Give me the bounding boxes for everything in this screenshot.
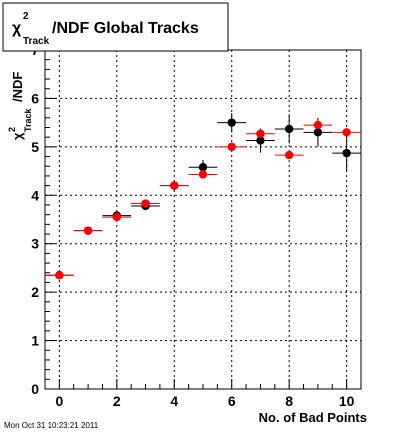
x-tick-label: 6 xyxy=(228,393,236,409)
red-data-point xyxy=(313,120,323,130)
title-superscript: 2 xyxy=(23,11,29,22)
red-data-point xyxy=(284,150,294,160)
red-data-point xyxy=(55,270,64,280)
red-data-point xyxy=(227,142,236,152)
y-tick-label: 4 xyxy=(31,187,39,203)
data-marks xyxy=(45,112,361,280)
x-tick-label: 2 xyxy=(113,393,121,409)
red-data-point xyxy=(170,181,179,190)
x-tick-label: 4 xyxy=(170,393,178,409)
black-data-point xyxy=(227,118,236,127)
title-text: /NDF Global Tracks xyxy=(52,20,199,37)
ylabel-symbol: χ xyxy=(10,132,25,140)
y-tick-label: 6 xyxy=(31,90,39,106)
title-subscript: Track xyxy=(23,36,50,47)
timestamp: Mon Oct 31 10:23:21 2011 xyxy=(4,421,99,430)
red-data-point xyxy=(141,199,150,208)
title-box xyxy=(2,2,229,52)
axes: 024681001234567 xyxy=(31,42,362,409)
red-data-point xyxy=(256,129,265,138)
ylabel-text: /NDF xyxy=(10,72,25,102)
x-tick-label: 10 xyxy=(339,393,355,409)
red-data-point xyxy=(342,128,351,137)
ylabel-subscript: Track xyxy=(23,107,33,132)
black-data-point xyxy=(284,124,294,134)
x-tick-label: 0 xyxy=(55,393,63,409)
red-data-point xyxy=(83,226,93,235)
y-tick-label: 1 xyxy=(31,333,39,349)
red-data-point xyxy=(112,212,122,222)
title-symbol: χ xyxy=(12,20,22,37)
plot-frame xyxy=(44,49,362,390)
black-data-point xyxy=(313,128,323,137)
black-data-point xyxy=(256,136,265,145)
black-data-point xyxy=(198,162,208,172)
y-tick-label: 5 xyxy=(31,139,39,155)
ylabel-superscript: 2 xyxy=(7,127,17,132)
x-tick-label: 8 xyxy=(285,393,293,409)
x-axis-title: No. of Bad Points xyxy=(259,410,367,425)
y-tick-label: 0 xyxy=(31,381,39,397)
grid xyxy=(45,49,361,390)
y-axis-title: χ 2 Track /NDF xyxy=(7,72,33,140)
black-data-point xyxy=(342,148,351,158)
red-data-point xyxy=(198,170,208,179)
y-tick-label: 2 xyxy=(31,284,39,300)
y-tick-label: 3 xyxy=(31,236,39,252)
chart-title: χ xyxy=(12,20,22,37)
